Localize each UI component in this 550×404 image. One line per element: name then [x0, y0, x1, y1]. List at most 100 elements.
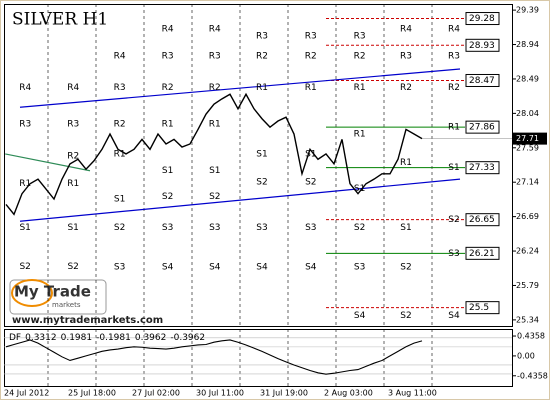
pivot-label: R4: [114, 52, 126, 62]
pivot-label: R1: [209, 120, 221, 130]
pivot-label: S2: [400, 311, 411, 321]
indicator-header: DF 0.3312 0.1981 -0.1981 0.3962 -0.3962: [9, 333, 205, 343]
pivot-label: R4: [162, 25, 174, 35]
y-tick-label: 29.39: [516, 6, 539, 15]
trendline: [5, 153, 91, 172]
pivot-label: R4: [448, 25, 460, 35]
level-box: [465, 161, 500, 175]
level-box: [465, 120, 500, 134]
indicator-pane: [4, 329, 513, 387]
pivot-label: S3: [448, 249, 459, 259]
pivot-label: S2: [448, 215, 459, 225]
level-label: 29.28: [469, 14, 495, 24]
level-label: 25.5: [469, 303, 489, 313]
pivot-label: R1: [114, 149, 126, 159]
pivot-label: S4: [162, 263, 174, 273]
pivot-label: R4: [67, 83, 79, 93]
x-tick-label: 24 Jul 2012: [4, 389, 49, 398]
level-box: [465, 73, 500, 87]
indicator-tick-label: 0.00: [517, 351, 535, 360]
trendline: [19, 178, 461, 222]
y-tick-label: 27.59: [516, 143, 539, 152]
y-tick-label: 28.94: [516, 40, 539, 49]
logo-url: www.mytrademarkets.com: [12, 315, 163, 326]
level-label: 26.21: [469, 249, 495, 259]
logo-sub: markets: [52, 301, 81, 309]
pivot-label: S3: [209, 223, 220, 233]
level-label: 27.86: [469, 123, 495, 133]
pivot-label: S3: [305, 223, 316, 233]
pivot-label: S2: [114, 223, 125, 233]
pivot-label: S4: [209, 263, 221, 273]
y-tick-label: 28.04: [516, 109, 539, 118]
pivot-label: S3: [114, 263, 125, 273]
pivot-label: R3: [209, 52, 221, 62]
pivot-label: R3: [67, 120, 79, 130]
x-tick-label: 3 Aug 11:00: [388, 389, 437, 398]
pivot-label: S3: [256, 223, 267, 233]
trendline: [19, 68, 461, 108]
x-tick-label: 30 Jul 11:00: [196, 389, 244, 398]
y-tick-label: 25.34: [516, 315, 539, 324]
pivot-label: S4: [448, 311, 460, 321]
x-tick-label: 31 Jul 19:00: [260, 389, 308, 398]
pivot-label: R3: [448, 52, 460, 62]
level-label: 28.47: [469, 76, 495, 86]
pivot-label: R1: [67, 179, 79, 189]
pivot-label: R1: [400, 158, 412, 168]
pivot-label: R4: [400, 25, 412, 35]
pivot-label: R2: [400, 83, 412, 93]
x-tick-label: 27 Jul 02:00: [132, 389, 180, 398]
chart-title: SILVER H1: [12, 10, 108, 30]
current-price-label: 27.71: [516, 134, 539, 143]
pivot-label: S2: [305, 178, 316, 188]
pivot-label: S1: [19, 223, 30, 233]
y-tick-label: 25.79: [516, 281, 539, 290]
pivot-label: R3: [305, 32, 317, 42]
pivot-label: R2: [256, 52, 268, 62]
indicator-header-part: 0.3312: [25, 333, 57, 343]
y-tick-label: 26.24: [516, 247, 539, 256]
indicator-header-part: -0.1981: [96, 333, 131, 343]
pivot-label: S3: [162, 223, 173, 233]
y-tick-label: 26.69: [516, 212, 539, 221]
pivot-label: R2: [448, 83, 460, 93]
x-tick-label: 25 Jul 18:00: [68, 389, 116, 398]
pivot-label: R3: [19, 120, 31, 130]
pivot-label: R2: [114, 120, 126, 130]
pivot-label: S2: [400, 263, 411, 273]
level-box: [465, 246, 500, 260]
pivot-label: R1: [305, 83, 317, 93]
pivot-label: R4: [209, 25, 221, 35]
pivot-label: S2: [67, 262, 78, 272]
pivot-label: R1: [19, 179, 31, 189]
x-tick-label: 2 Aug 03:00: [324, 389, 373, 398]
pivot-label: R3: [400, 52, 412, 62]
level-box: [465, 38, 500, 52]
pivot-label: S2: [354, 223, 365, 233]
level-label: 27.33: [469, 163, 495, 173]
pivot-label: S1: [354, 184, 365, 194]
logo: My Trade markets www.mytrademarkets.com: [9, 279, 163, 326]
pivot-label: R2: [67, 152, 79, 162]
pivot-label: R2: [209, 83, 221, 93]
pivot-label: R3: [256, 32, 268, 42]
pivot-label: R2: [162, 83, 174, 93]
indicator-header-part: DF: [9, 333, 21, 343]
pivot-label: R1: [448, 123, 460, 133]
pivot-label: R3: [354, 32, 366, 42]
pivot-label: R1: [354, 130, 366, 140]
y-tick-label: 27.14: [516, 178, 539, 187]
pivot-label: R2: [305, 52, 317, 62]
pivot-label: S1: [67, 223, 78, 233]
pivot-label: S2: [256, 178, 267, 188]
level-box: [465, 213, 500, 227]
level-box: [465, 301, 500, 315]
indicator-tick-label: 0.4358: [517, 332, 545, 341]
pivot-label: S2: [162, 192, 173, 202]
current-price-box: [513, 132, 547, 145]
pivot-label: R3: [114, 83, 126, 93]
pivot-label: R3: [162, 52, 174, 62]
